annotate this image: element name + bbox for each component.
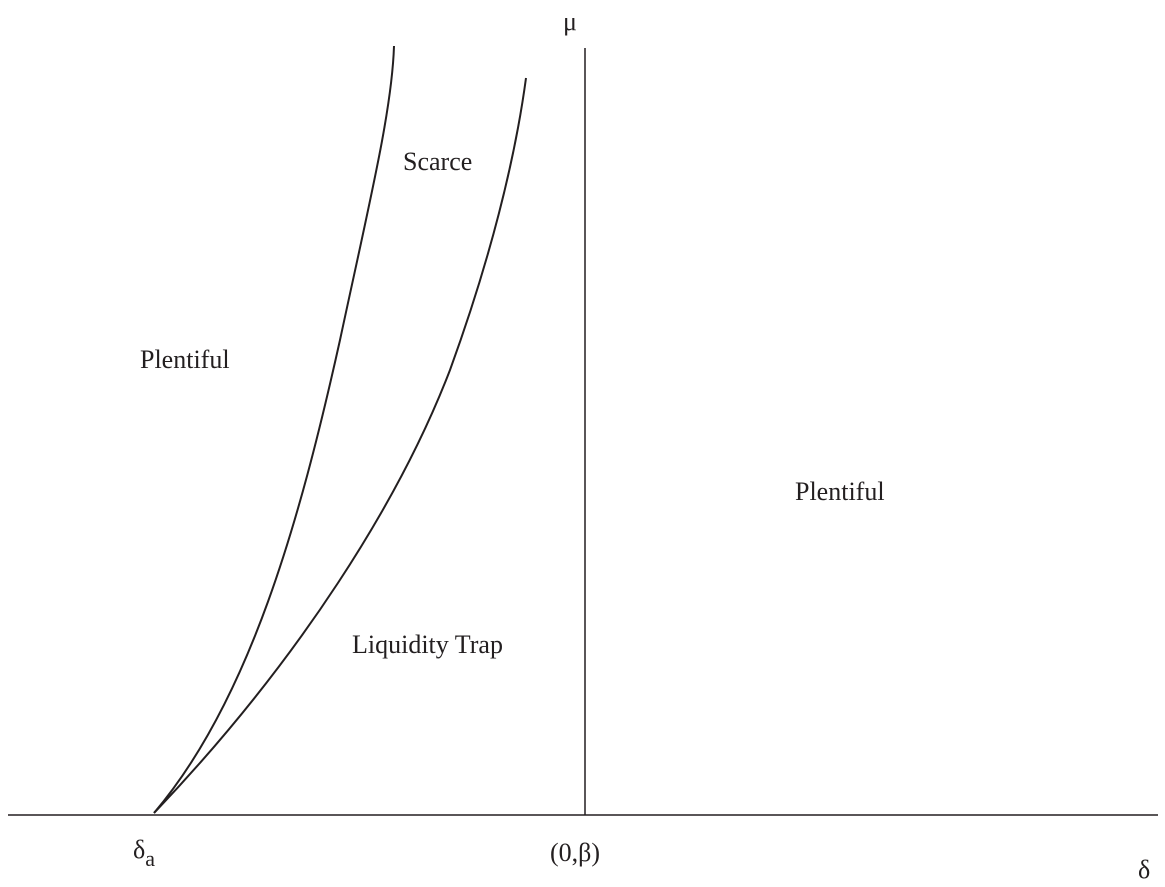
region-label-scarce: Scarce xyxy=(403,147,472,176)
delta-a-subscript: a xyxy=(145,846,155,871)
region-label-liquidity-trap: Liquidity Trap xyxy=(352,630,503,659)
region-label-plentiful-right: Plentiful xyxy=(795,477,885,506)
origin-label: (0,β) xyxy=(550,838,600,867)
delta-a-symbol: δ xyxy=(133,835,145,864)
boundary-curve-right xyxy=(153,77,527,814)
region-label-plentiful-left: Plentiful xyxy=(140,345,230,374)
y-axis-label: μ xyxy=(563,7,577,36)
delta-a-label: δa xyxy=(133,835,155,871)
boundary-curve-left xyxy=(153,45,395,814)
x-axis-label: δ xyxy=(1138,855,1150,884)
